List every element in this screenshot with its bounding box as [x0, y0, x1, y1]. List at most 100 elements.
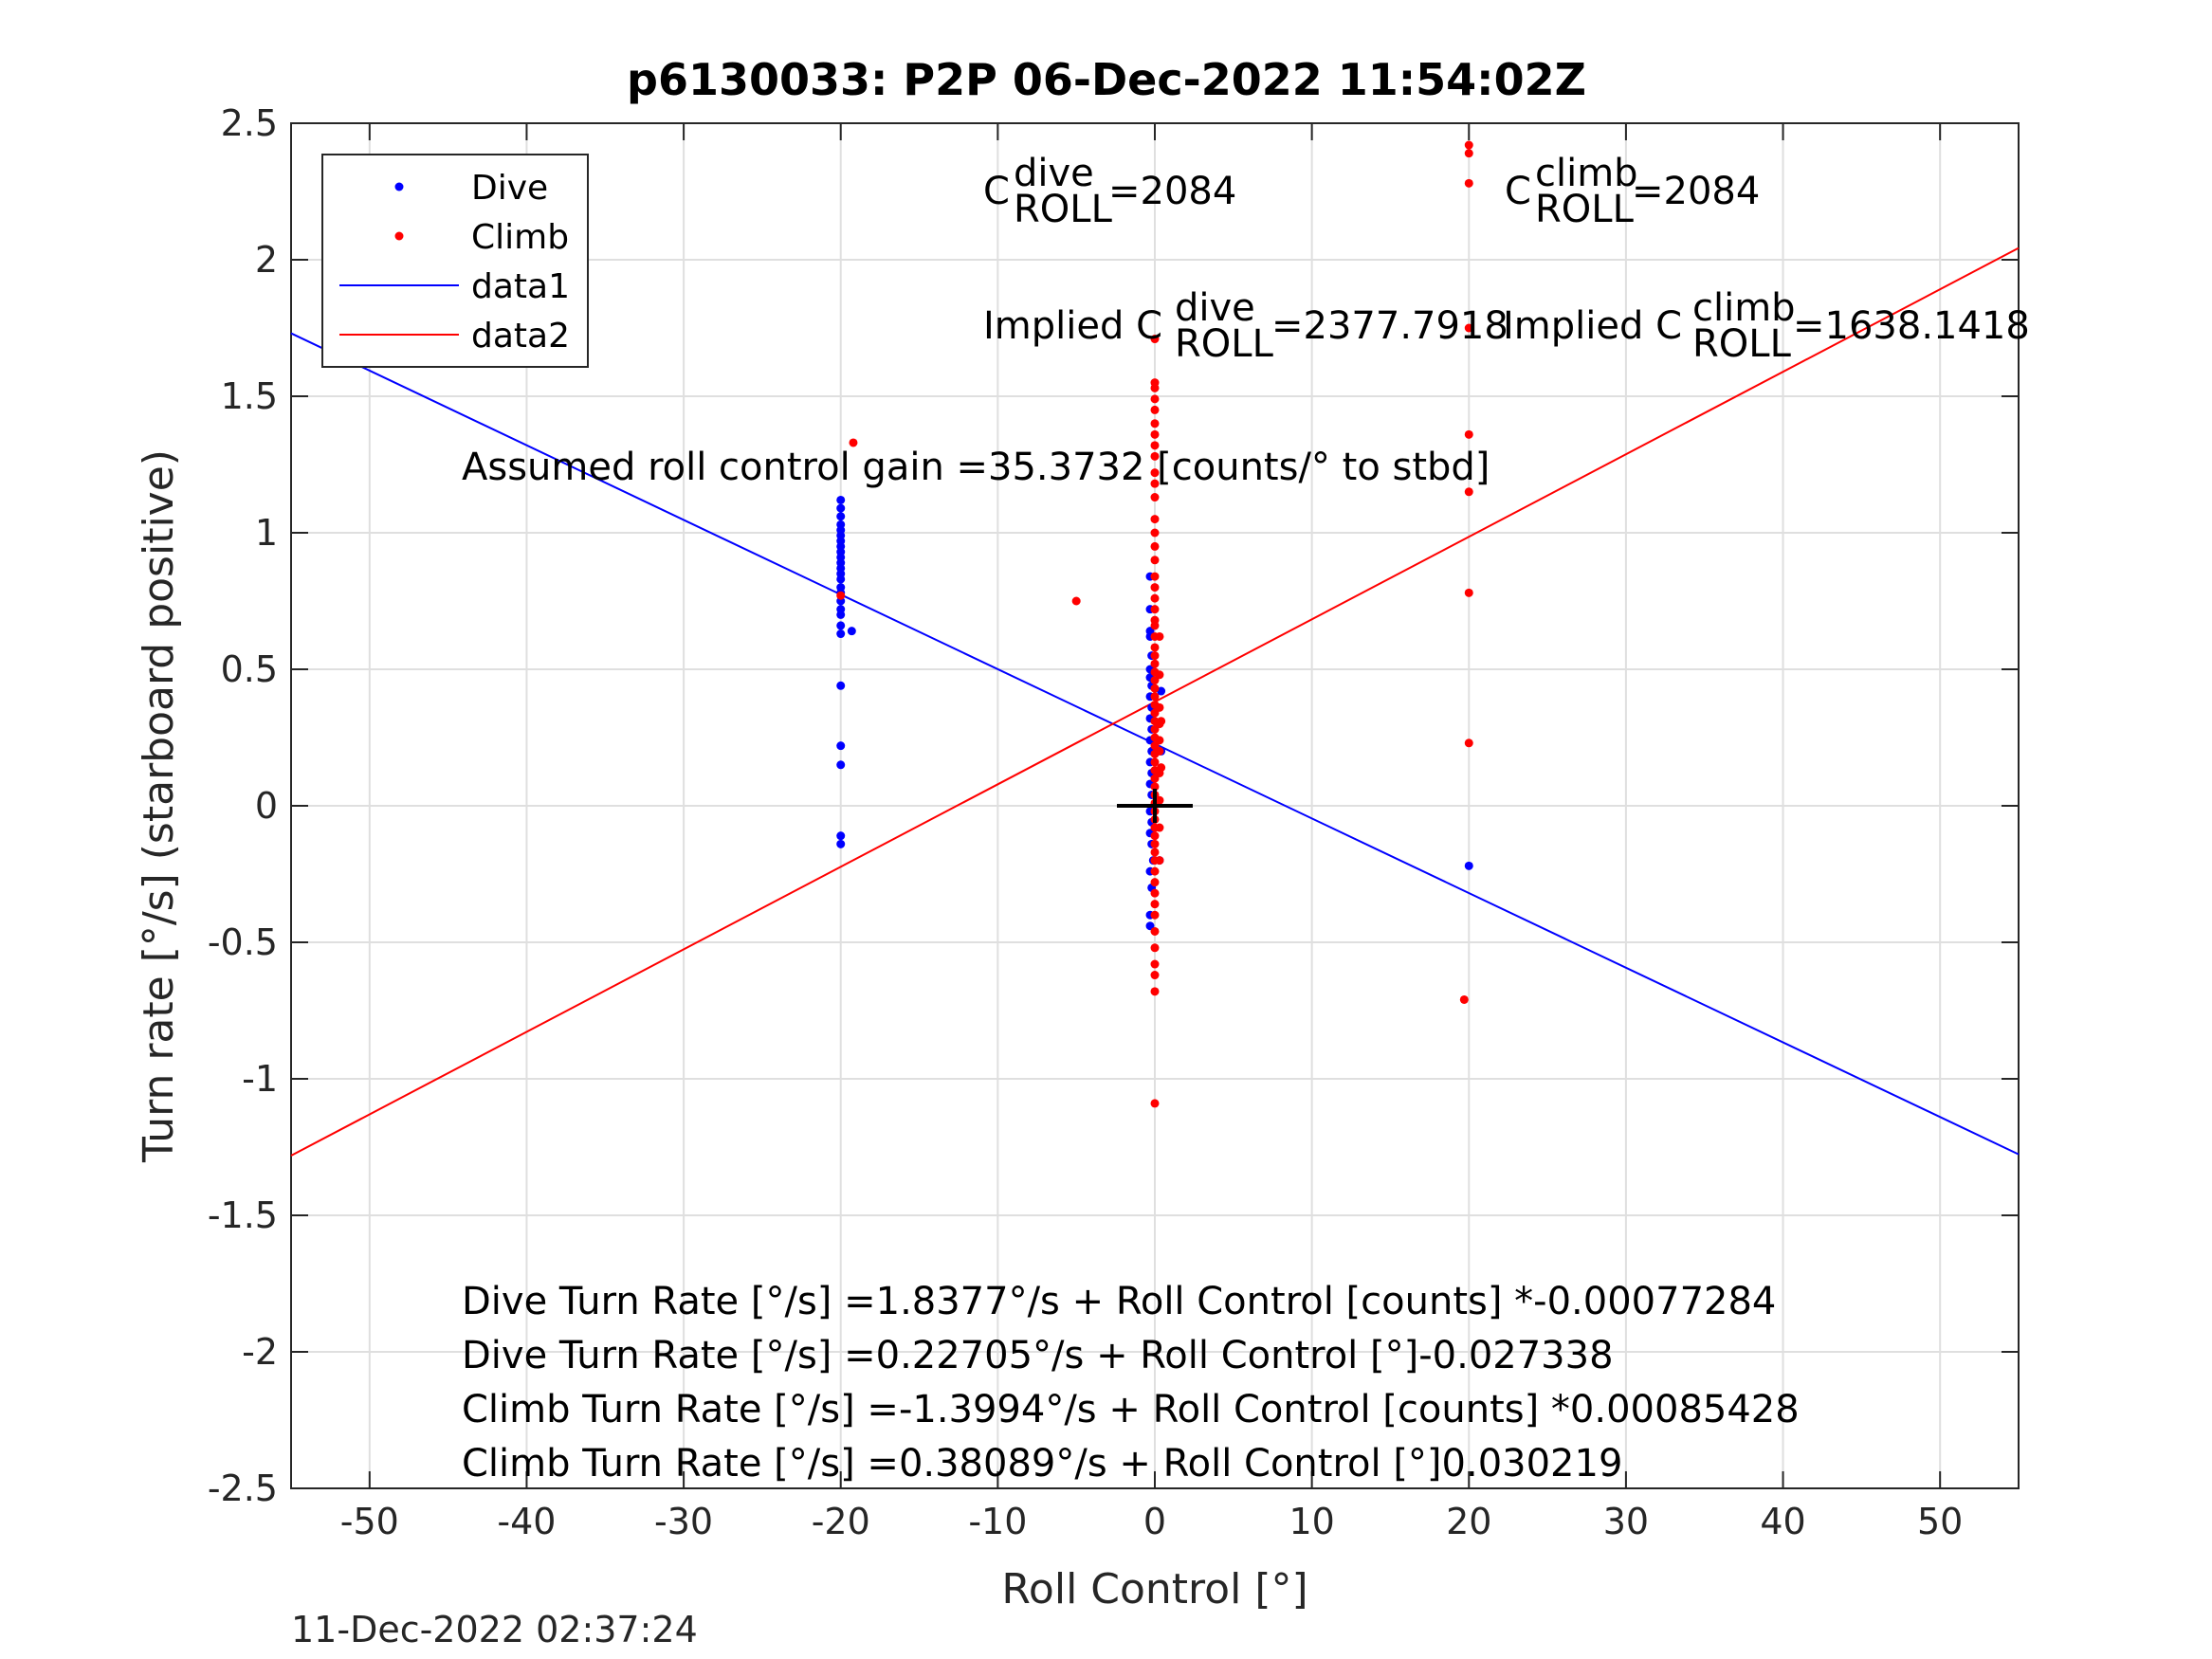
dive-point [836, 760, 846, 770]
dive-point [836, 839, 846, 848]
x-tick-label: 0 [1143, 1501, 1166, 1542]
y-tick-label: 2.5 [221, 102, 278, 144]
y-tick-label: 0 [255, 785, 278, 827]
x-tick-label: -50 [340, 1501, 399, 1542]
climb-point [1150, 479, 1160, 488]
climb-point [1150, 643, 1160, 652]
climb-point [1155, 823, 1164, 832]
y-tick-label: 1 [255, 512, 278, 554]
legend-marker-dive [394, 182, 404, 191]
climb-point [1150, 593, 1160, 603]
implied-climb-sub: ROLL [1692, 322, 1792, 366]
climb-point [1150, 583, 1160, 592]
climb-point [1150, 468, 1160, 478]
y-tick-label: 2 [255, 239, 278, 281]
climb-point [836, 591, 846, 600]
x-tick-label: -30 [654, 1501, 713, 1542]
x-tick-label: 20 [1446, 1501, 1491, 1542]
climb-point [1150, 959, 1160, 969]
climb-point [1150, 493, 1160, 502]
axis-ticks: -50 -40 -30 -20 -10 0 10 20 30 40 50 2.5 2 1.5 1 0.5 0 -0… [208, 102, 2019, 1542]
equation-climb-counts: Climb Turn Rate [°/s] =-1.3994°/s + Roll… [462, 1388, 1800, 1431]
annotation-implied-dive: Implied C dive ROLL =2377.7918 [983, 286, 1508, 366]
x-axis-label: Roll Control [°] [1001, 1565, 1307, 1613]
climb-point [1150, 659, 1160, 668]
annotation-c-roll-climb: C climb ROLL =2084 [1505, 152, 1760, 231]
x-tick-label: 30 [1603, 1501, 1649, 1542]
climb-point [1150, 878, 1160, 887]
climb-point [1150, 515, 1160, 524]
y-axis-label: Turn rate [°/s] (starboard positive) [135, 449, 183, 1163]
climb-point [1155, 670, 1164, 680]
equation-dive-degrees: Dive Turn Rate [°/s] =0.22705°/s + Roll … [462, 1334, 1614, 1377]
climb-point [1150, 848, 1160, 857]
legend-label: data2 [471, 317, 570, 356]
climb-point [1464, 588, 1473, 597]
climb-point [1150, 888, 1160, 898]
c-roll-climb-base: C [1505, 170, 1531, 213]
equation-dive-counts: Dive Turn Rate [°/s] =1.8377°/s + Roll C… [462, 1280, 1776, 1323]
climb-point [1150, 405, 1160, 414]
climb-point [1464, 178, 1473, 188]
dive-point [847, 627, 856, 636]
climb-point [1150, 692, 1160, 702]
c-roll-dive-base: C [983, 170, 1010, 213]
implied-dive-value: =2377.7918 [1271, 304, 1508, 348]
c-roll-climb-value: =2084 [1632, 170, 1760, 213]
climb-point [1464, 738, 1473, 748]
legend-box [321, 154, 589, 368]
climb-point [1464, 487, 1473, 497]
climb-point [1150, 782, 1160, 792]
climb-point [1150, 528, 1160, 538]
x-tick-label: 10 [1289, 1501, 1334, 1542]
implied-climb-base: Implied C [1503, 304, 1682, 348]
climb-point [1150, 839, 1160, 848]
climb-point [1155, 795, 1164, 805]
climb-point [1150, 621, 1160, 630]
legend-label: Climb [471, 218, 569, 257]
climb-point [1150, 757, 1160, 767]
climb-point [1150, 900, 1160, 909]
dive-point [836, 621, 846, 630]
climb-point [1150, 1099, 1160, 1108]
climb-point [1157, 763, 1166, 773]
climb-point [1071, 596, 1081, 606]
climb-point [1150, 383, 1160, 392]
legend-label: data1 [471, 267, 570, 306]
y-tick-label: -1.5 [208, 1194, 278, 1236]
climb-point [849, 438, 858, 447]
implied-dive-sub: ROLL [1175, 322, 1274, 366]
dive-point [836, 574, 846, 584]
climb-point [1150, 572, 1160, 581]
dive-point [1464, 861, 1473, 870]
footer-timestamp: 11-Dec-2022 02:37:24 [291, 1609, 698, 1650]
implied-climb-sup: climb [1692, 286, 1796, 330]
climb-point [1150, 910, 1160, 920]
climb-point [1459, 994, 1469, 1004]
climb-point [1150, 831, 1160, 841]
climb-point [1150, 684, 1160, 693]
dive-point [836, 681, 846, 690]
dive-point [836, 495, 846, 504]
climb-point [1150, 541, 1160, 551]
c-roll-dive-value: =2084 [1108, 170, 1236, 213]
climb-point [1464, 429, 1473, 439]
c-roll-climb-sup: climb [1535, 152, 1638, 195]
climb-point [1150, 987, 1160, 996]
x-tick-label: -40 [497, 1501, 556, 1542]
y-tick-label: -0.5 [208, 921, 278, 963]
dive-point [836, 503, 846, 513]
y-tick-label: -2.5 [208, 1468, 278, 1509]
x-tick-label: 40 [1760, 1501, 1805, 1542]
climb-point [1150, 943, 1160, 953]
implied-climb-value: =1638.1418 [1793, 304, 2030, 348]
climb-point [1155, 856, 1164, 866]
equation-climb-degrees: Climb Turn Rate [°/s] =0.38089°/s + Roll… [462, 1442, 1622, 1486]
climb-point [1150, 451, 1160, 461]
climb-point [1150, 394, 1160, 404]
climb-point [1150, 971, 1160, 980]
dive-point [836, 629, 846, 639]
legend: Dive Climb data1 data2 [321, 154, 589, 368]
c-roll-dive-sup: dive [1014, 152, 1094, 195]
